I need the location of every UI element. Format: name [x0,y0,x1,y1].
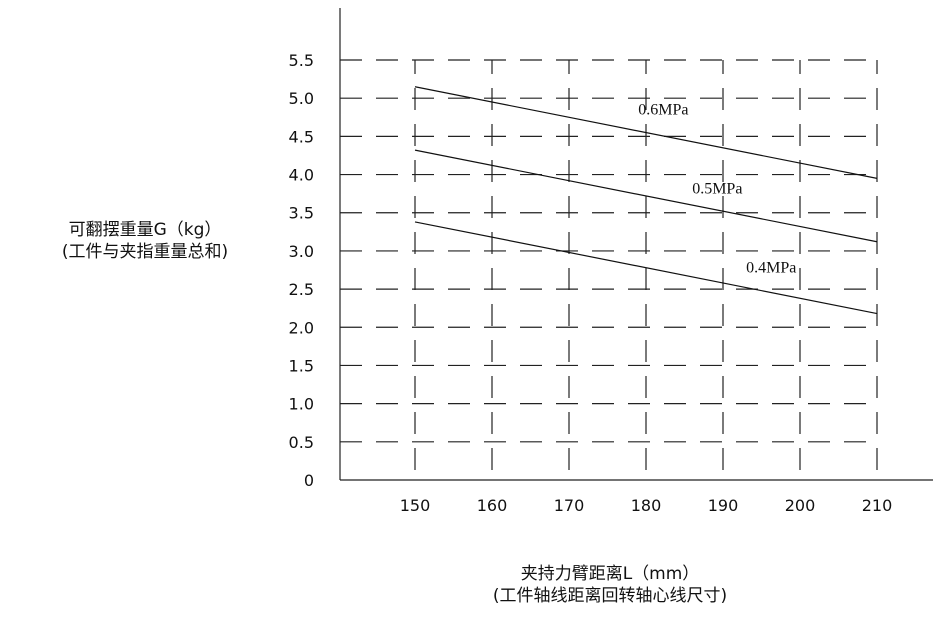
x-tick-label-5: 200 [785,496,816,515]
x-tick-label-3: 180 [631,496,662,515]
x-tick-label-6: 210 [862,496,893,515]
x-axis-title: 夹持力臂距离L（mm） (工件轴线距离回转轴心线尺寸) [440,563,780,607]
y-tick-label-1: 0.5 [289,433,314,452]
grid [340,59,878,480]
series-line-0 [414,86,878,179]
y-axis-sublabel: (工件与夹指重量总和) [61,242,229,262]
y-tick-label-2: 1.0 [289,395,314,414]
y-tick-label-3: 1.5 [289,356,314,375]
series-label-2: 0.4MPa [746,260,796,277]
y-tick-label-5: 2.5 [289,280,314,299]
y-tick-label-0: 0 [304,471,314,490]
y-tick-label-8: 4.0 [289,166,314,185]
y-tick-label-9: 4.5 [289,127,314,146]
y-tick-label-10: 5.0 [289,89,314,108]
x-tick-label-1: 160 [477,496,508,515]
x-tick-label-2: 170 [554,496,585,515]
x-tick-label-4: 190 [708,496,739,515]
x-tick-label-0: 150 [400,496,431,515]
y-tick-label-11: 5.5 [289,51,314,70]
x-axis-sublabel: (工件轴线距离回转轴心线尺寸) [492,586,728,606]
series [414,86,878,315]
x-axis-label: 夹持力臂距离L（mm） [520,564,700,584]
series-line-1 [414,149,878,243]
y-tick-label-7: 3.5 [289,204,314,223]
axes: 0 0.5 1.0 1.5 2.0 2.5 3.0 3.5 4.0 4.5 5.0 5.5 150 160… [289,8,933,515]
y-tick-label-6: 3.0 [289,242,314,261]
y-axis-label: 可翻摆重量G（kg） [68,220,222,240]
labels: 0.6MPa 0.5MPa 0.4MPa [638,102,796,277]
series-label-0: 0.6MPa [638,102,688,119]
y-tick-label-4: 2.0 [289,318,314,337]
y-axis-title: 可翻摆重量G（kg） (工件与夹指重量总和) [10,219,280,263]
series-line-2 [414,221,878,315]
series-label-1: 0.5MPa [692,180,742,197]
